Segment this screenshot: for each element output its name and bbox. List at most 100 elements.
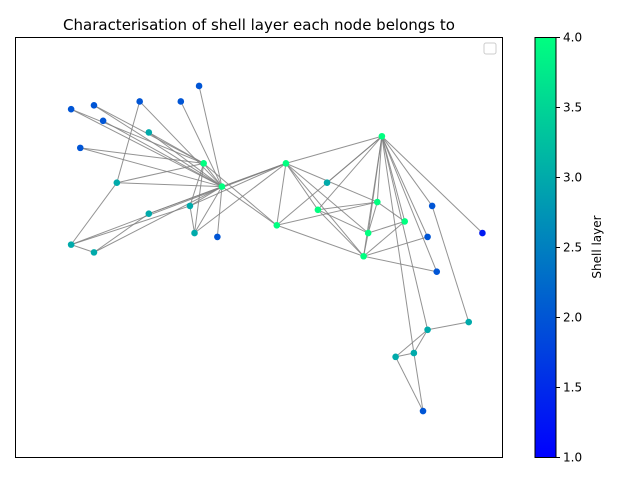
graph-node [419, 407, 427, 415]
edges-layer [70, 85, 483, 412]
graph-edge [285, 163, 364, 257]
colorbar-tick-label: 1.5 [563, 381, 582, 395]
graph-node [323, 179, 331, 187]
graph-edge [285, 162, 369, 234]
graph-edge [368, 220, 405, 234]
colorbar-tick-label: 4.0 [563, 31, 582, 45]
graph-node [99, 117, 107, 125]
graph-edge [381, 136, 415, 354]
graph-edge [80, 147, 204, 164]
graph-edge [381, 135, 483, 234]
graph-edge [194, 186, 223, 234]
colorbar-label: Shell layer [590, 215, 604, 278]
graph-node [360, 252, 367, 260]
graph-node [428, 202, 436, 210]
graph-node [200, 160, 207, 167]
graph-edge [381, 136, 429, 238]
graph-node [410, 349, 418, 357]
graph-node [374, 198, 381, 206]
graph-edge [367, 201, 378, 234]
graph-edge [116, 182, 222, 188]
plot-frame [15, 37, 503, 458]
colorbar-tick-label: 2.5 [563, 241, 582, 255]
graph-edge [116, 162, 204, 184]
graph-edge [367, 136, 383, 234]
graph-node [186, 202, 194, 210]
colorbar-tick-label: 3.5 [563, 101, 582, 115]
graph-edge [194, 163, 205, 234]
graph-edge [70, 182, 118, 245]
graph-edge [70, 108, 223, 188]
graph-edge [395, 329, 428, 358]
graph-node [424, 233, 431, 241]
graph-node [67, 105, 75, 113]
graph-node [90, 249, 98, 256]
graph-edge [363, 232, 369, 257]
legend-box [483, 42, 497, 55]
colorbar-tick-label: 2.0 [563, 311, 582, 325]
graph-edge [381, 136, 438, 272]
graph-edge [285, 162, 378, 203]
graph-edge [317, 135, 383, 211]
graph-edge [80, 147, 223, 188]
graph-edge [427, 321, 469, 331]
graph-edge [317, 209, 369, 234]
graph-edge [381, 136, 429, 330]
graph-edge [377, 201, 406, 222]
graph-edge [216, 186, 223, 237]
graph-node [378, 132, 386, 140]
graph-edge [363, 221, 406, 257]
graph-node [145, 129, 153, 136]
graph-node [479, 229, 486, 237]
graph-edge [376, 136, 383, 203]
colorbar-tick-label: 1.0 [563, 451, 582, 465]
graph-node [392, 353, 399, 361]
graph-edge [276, 163, 287, 226]
graph-edge [189, 162, 287, 207]
graph-node [465, 318, 473, 326]
graph-edge [363, 236, 428, 257]
graph-node [364, 229, 372, 237]
graph-edge [148, 131, 223, 187]
graph-node [177, 98, 185, 105]
graph-edge [381, 135, 433, 207]
graph-edge [326, 135, 383, 184]
graph-node [145, 210, 153, 217]
graph-edge [70, 205, 191, 246]
graph-edge [363, 255, 437, 273]
graph-edge [203, 162, 278, 226]
graph-node [76, 144, 84, 152]
graph-node [401, 218, 409, 225]
graph-edge [116, 101, 141, 183]
graph-edge [431, 205, 470, 323]
graph-node [314, 206, 322, 214]
graph-edge [395, 356, 424, 412]
graph-edge [70, 108, 204, 164]
graph-edge [198, 85, 223, 187]
graph-edge [317, 209, 364, 257]
graph-edge [413, 352, 424, 412]
graph-node [424, 326, 431, 334]
graph-node [214, 233, 221, 241]
graph-edge [276, 224, 364, 257]
graph-node [282, 160, 290, 167]
graph-edge [102, 120, 223, 188]
chart-title: Characterisation of shell layer each nod… [63, 16, 455, 34]
graph-edge [139, 101, 223, 187]
graph-node [433, 268, 441, 276]
nodes-layer [67, 82, 486, 415]
graph-edge [189, 205, 196, 234]
graph-node [218, 183, 226, 190]
graph-node [191, 229, 198, 237]
graph-node [90, 102, 98, 109]
graph-edge [194, 162, 287, 234]
graph-edge [285, 163, 319, 211]
colorbar-ticks: 1.0 1.5 2.0 2.5 3.0 3.5 4.0 [556, 31, 582, 465]
graph-edge [93, 213, 150, 253]
graph-node [136, 98, 143, 105]
graph-node [67, 241, 75, 248]
graph-edge [413, 329, 429, 354]
graph-node [273, 221, 281, 229]
